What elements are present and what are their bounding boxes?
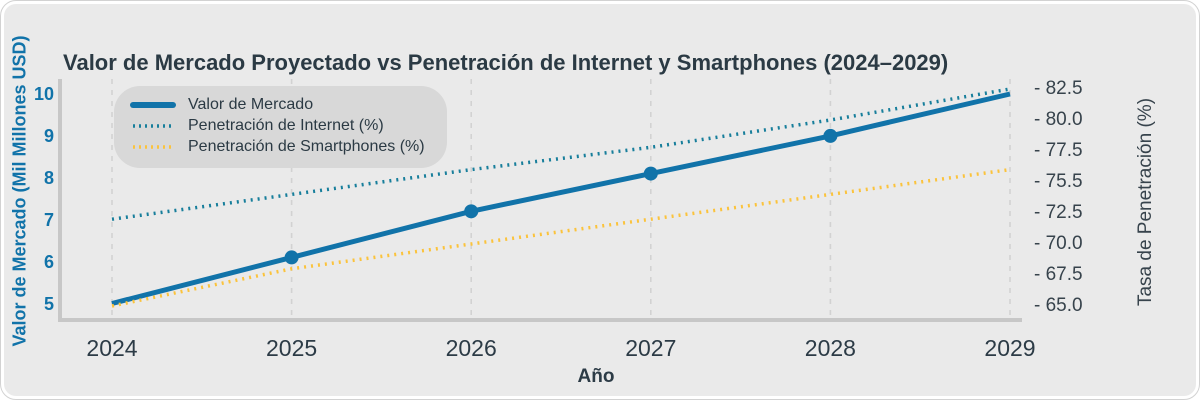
right-axis-tick: - 72.5 (1034, 202, 1083, 223)
legend-item: Penetración de Internet (%) (130, 117, 425, 135)
right-axis-tick: - 75.5 (1034, 171, 1083, 192)
legend-line-swatch-icon (133, 145, 173, 149)
x-axis-tick: 2028 (804, 335, 856, 361)
legend-line-swatch-icon (130, 102, 176, 108)
left-axis-tick: 10 (33, 84, 54, 104)
right-axis-tick: - 82.5 (1034, 78, 1083, 99)
left-axis-tick: 5 (43, 293, 54, 314)
left-axis-tick: 9 (43, 125, 54, 146)
right-axis-tick: - 67.5 (1034, 264, 1083, 285)
legend-line-swatch-icon (133, 124, 173, 128)
legend-label: Penetración de Internet (%) (188, 117, 384, 134)
legend-item: Penetración de Smartphones (%) (130, 138, 425, 156)
chart-title: Valor de Mercado Proyectado vs Penetraci… (63, 50, 949, 75)
legend: Valor de Mercado Penetración de Internet … (114, 86, 447, 168)
data-point-marker (464, 204, 479, 219)
right-axis-tick: - 70.0 (1034, 233, 1083, 254)
left-axis-tick: 6 (43, 251, 54, 272)
right-axis-tick: - 77.5 (1034, 140, 1083, 161)
left-axis-tick: 7 (43, 209, 54, 230)
legend-label: Penetración de Smartphones (%) (188, 138, 425, 155)
series-line-2 (111, 167, 1011, 308)
x-axis-tick: 2024 (86, 335, 138, 361)
left-axis-tick: 8 (43, 167, 54, 188)
right-axis-tick: - 65.0 (1034, 295, 1083, 316)
x-axis-tick: 2025 (266, 335, 318, 361)
legend-label: Valor de Mercado (188, 96, 314, 113)
x-axis-tick: 2027 (625, 335, 677, 361)
x-axis-tick: 2029 (984, 335, 1036, 361)
right-axis-title: Tasa de Penetración (%) (1135, 97, 1156, 307)
data-point-marker (284, 250, 299, 265)
data-point-marker (823, 128, 838, 143)
series-line-0 (111, 91, 1011, 306)
x-axis-title: Año (577, 366, 615, 387)
card-background (4, 4, 1196, 396)
data-point-marker (643, 166, 658, 181)
legend-item: Valor de Mercado (130, 96, 425, 114)
left-axis-title: Valor de Mercado (Mil Millones USD) (9, 35, 30, 347)
x-axis-tick: 2026 (445, 335, 497, 361)
right-axis-tick: - 80.0 (1034, 109, 1083, 130)
